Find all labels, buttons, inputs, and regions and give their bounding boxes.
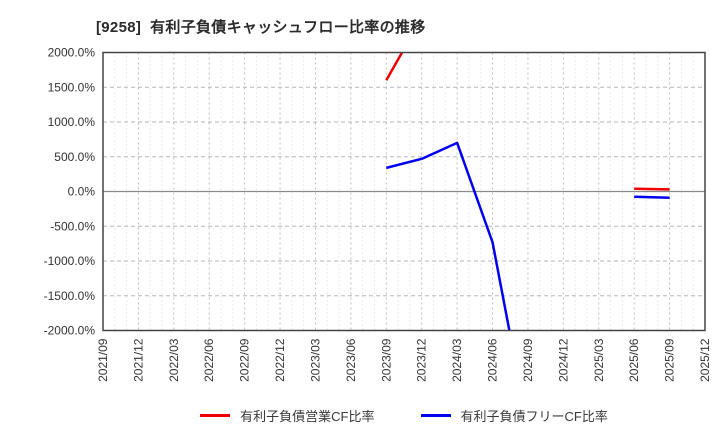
svg-text:-500.0%: -500.0% — [50, 219, 95, 233]
svg-text:2023/06: 2023/06 — [344, 338, 358, 382]
svg-text:2025/09: 2025/09 — [663, 338, 677, 382]
svg-text:2025/12: 2025/12 — [698, 338, 712, 382]
svg-text:2000.0%: 2000.0% — [48, 46, 96, 60]
svg-text:2022/09: 2022/09 — [238, 338, 252, 382]
svg-text:1500.0%: 1500.0% — [48, 80, 96, 94]
svg-text:2025/03: 2025/03 — [592, 338, 606, 382]
legend-line-swatch-blue — [420, 414, 451, 417]
svg-text:-1500.0%: -1500.0% — [44, 289, 96, 303]
grid-vertical-major — [137, 52, 671, 331]
legend-label-operating-cf-ratio: 有利子負債営業CF比率 — [240, 409, 375, 424]
legend-item-operating-cf-ratio: 有利子負債営業CF比率 — [200, 406, 375, 425]
svg-text:2024/09: 2024/09 — [521, 338, 535, 382]
svg-text:2024/06: 2024/06 — [486, 338, 500, 382]
svg-text:2024/03: 2024/03 — [450, 338, 464, 382]
svg-text:-1000.0%: -1000.0% — [44, 254, 96, 268]
svg-text:2025/06: 2025/06 — [627, 338, 641, 382]
svg-text:2023/12: 2023/12 — [415, 338, 429, 382]
series-line-1 — [385, 141, 670, 331]
svg-text:2023/03: 2023/03 — [308, 338, 322, 382]
grid-horizontal — [103, 86, 705, 297]
svg-text:0.0%: 0.0% — [68, 185, 96, 199]
legend-item-free-cf-ratio: 有利子負債フリーCF比率 — [420, 406, 608, 425]
svg-text:2024/12: 2024/12 — [556, 338, 570, 382]
x-axis-tick-labels: 2021/09 2021/12 2022/03 2022/06 2022/09 2022/… — [96, 338, 712, 382]
svg-text:2022/03: 2022/03 — [167, 338, 181, 382]
svg-text:2023/09: 2023/09 — [379, 338, 393, 382]
svg-text:2021/12: 2021/12 — [131, 338, 145, 382]
svg-text:2021/09: 2021/09 — [96, 338, 110, 382]
chart-legend: 有利子負債営業CF比率 有利子負債フリーCF比率 — [103, 406, 705, 425]
y-axis-tick-labels: 2000.0% 1500.0% 1000.0% 500.0% 0.0% -500.0% -1… — [44, 46, 96, 338]
series-line-0 — [385, 52, 670, 191]
svg-text:2022/12: 2022/12 — [273, 338, 287, 382]
svg-text:2022/06: 2022/06 — [202, 338, 216, 382]
legend-line-swatch-red — [200, 414, 231, 417]
svg-text:500.0%: 500.0% — [54, 150, 95, 164]
plot-border — [102, 51, 706, 332]
legend-label-free-cf-ratio: 有利子負債フリーCF比率 — [460, 409, 608, 424]
chart-title: [9258] 有利子負債キャッシュフロー比率の推移 — [96, 19, 426, 36]
svg-text:-2000.0%: -2000.0% — [44, 324, 96, 338]
svg-text:1000.0%: 1000.0% — [48, 115, 96, 129]
